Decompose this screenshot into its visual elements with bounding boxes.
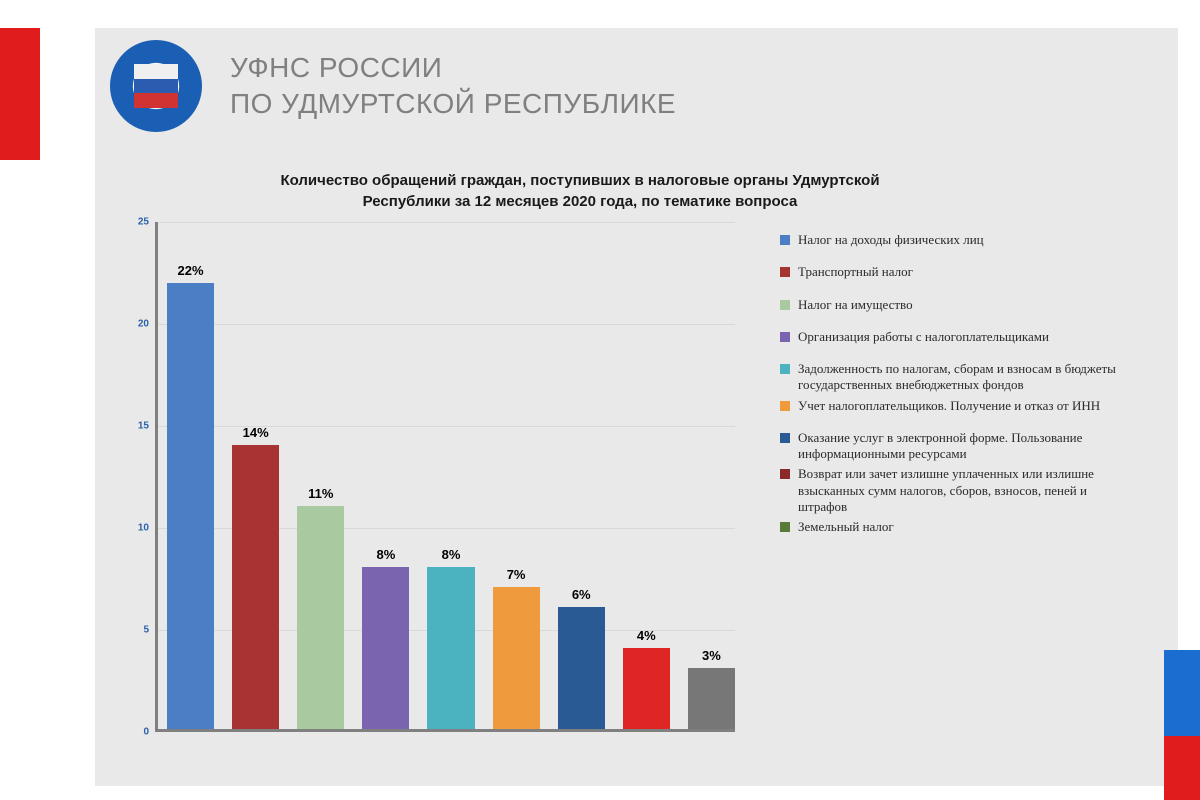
fns-logo-icon bbox=[110, 40, 202, 132]
legend-item: Возврат или зачет излишне уплаченных или… bbox=[780, 466, 1130, 515]
bar: 22% bbox=[167, 263, 214, 729]
bar-value-label: 14% bbox=[243, 425, 269, 440]
legend-label: Учет налогоплательщиков. Получение и отк… bbox=[798, 398, 1130, 414]
y-tick-label: 15 bbox=[129, 421, 149, 432]
chart-legend: Налог на доходы физических лиц Транспортн… bbox=[780, 232, 1130, 551]
bar-chart: 0510152025 22%14%11%8%8%7%6%4%3% bbox=[155, 222, 735, 732]
bar: 4% bbox=[623, 628, 670, 729]
bar-rect bbox=[427, 567, 474, 729]
legend-item: Организация работы с налогоплательщиками bbox=[780, 329, 1130, 345]
bar: 3% bbox=[688, 648, 735, 729]
legend-item: Налог на доходы физических лиц bbox=[780, 232, 1130, 248]
legend-swatch-icon bbox=[780, 522, 790, 532]
bar-value-label: 22% bbox=[178, 263, 204, 278]
legend-label: Задолженность по налогам, сборам и взнос… bbox=[798, 361, 1130, 394]
bar-value-label: 4% bbox=[637, 628, 656, 643]
y-tick-label: 20 bbox=[129, 319, 149, 330]
y-tick-label: 0 bbox=[129, 727, 149, 738]
legend-label: Организация работы с налогоплательщиками bbox=[798, 329, 1130, 345]
bar: 14% bbox=[232, 425, 279, 729]
y-tick-label: 25 bbox=[129, 217, 149, 228]
y-tick-label: 10 bbox=[129, 523, 149, 534]
legend-label: Возврат или зачет излишне уплаченных или… bbox=[798, 466, 1130, 515]
bar-value-label: 3% bbox=[702, 648, 721, 663]
legend-swatch-icon bbox=[780, 401, 790, 411]
bar-value-label: 7% bbox=[507, 567, 526, 582]
chart-title: Количество обращений граждан, поступивши… bbox=[240, 170, 920, 212]
bar-value-label: 6% bbox=[572, 587, 591, 602]
y-tick-label: 5 bbox=[129, 625, 149, 636]
legend-item: Транспортный налог bbox=[780, 264, 1130, 280]
bar: 11% bbox=[297, 486, 344, 729]
header-line-2: ПО УДМУРТСКОЙ РЕСПУБЛИКЕ bbox=[230, 88, 676, 120]
legend-item: Налог на имущество bbox=[780, 297, 1130, 313]
page-header: УФНС РОССИИ ПО УДМУРТСКОЙ РЕСПУБЛИКЕ bbox=[110, 40, 676, 132]
y-axis bbox=[155, 222, 158, 732]
legend-swatch-icon bbox=[780, 300, 790, 310]
legend-label: Земельный налог bbox=[798, 519, 1130, 535]
x-axis bbox=[155, 729, 735, 732]
bar-value-label: 8% bbox=[442, 547, 461, 562]
bar-rect bbox=[558, 607, 605, 729]
bar-rect bbox=[493, 587, 540, 729]
legend-swatch-icon bbox=[780, 267, 790, 277]
legend-item: Оказание услуг в электронной форме. Поль… bbox=[780, 430, 1130, 463]
bar-rect bbox=[167, 283, 214, 729]
legend-label: Оказание услуг в электронной форме. Поль… bbox=[798, 430, 1130, 463]
bar-value-label: 11% bbox=[308, 486, 333, 501]
bar-rect bbox=[362, 567, 409, 729]
header-line-1: УФНС РОССИИ bbox=[230, 52, 676, 84]
legend-label: Транспортный налог bbox=[798, 264, 1130, 280]
bar-rect bbox=[623, 648, 670, 729]
legend-swatch-icon bbox=[780, 433, 790, 443]
legend-swatch-icon bbox=[780, 469, 790, 479]
legend-label: Налог на имущество bbox=[798, 297, 1130, 313]
legend-swatch-icon bbox=[780, 364, 790, 374]
legend-label: Налог на доходы физических лиц bbox=[798, 232, 1130, 248]
bar-rect bbox=[232, 445, 279, 729]
bar: 7% bbox=[493, 567, 540, 729]
legend-item: Задолженность по налогам, сборам и взнос… bbox=[780, 361, 1130, 394]
legend-item: Учет налогоплательщиков. Получение и отк… bbox=[780, 398, 1130, 414]
legend-swatch-icon bbox=[780, 332, 790, 342]
accent-bar-red bbox=[1164, 736, 1200, 800]
bar-rect bbox=[688, 668, 735, 729]
bar: 8% bbox=[362, 547, 409, 729]
bar-rect bbox=[297, 506, 344, 729]
bar: 8% bbox=[427, 547, 474, 729]
legend-swatch-icon bbox=[780, 235, 790, 245]
bar: 6% bbox=[558, 587, 605, 729]
accent-bar-left bbox=[0, 28, 40, 160]
bar-value-label: 8% bbox=[376, 547, 395, 562]
legend-item: Земельный налог bbox=[780, 519, 1130, 535]
